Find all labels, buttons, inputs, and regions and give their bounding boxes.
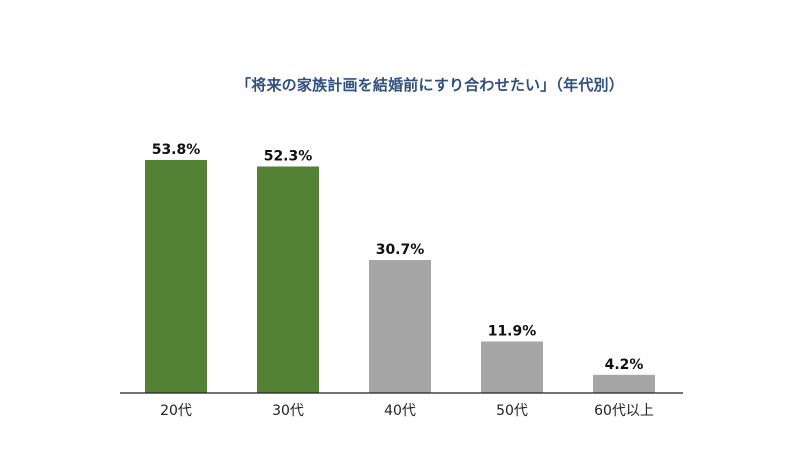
- chart-title: 「将来の家族計画を結婚前にすり合わせたい」（年代別）: [236, 76, 624, 94]
- bar-2: [257, 166, 319, 393]
- value-labels-group: 53.8% 52.3% 30.7% 11.9% 4.2%: [152, 142, 644, 373]
- bar-3: [369, 260, 431, 393]
- value-label-3: 30.7%: [376, 242, 425, 258]
- value-label-4: 11.9%: [488, 323, 537, 339]
- x-tick-labels-group: 20代 30代 40代 50代 60代以上: [160, 403, 654, 419]
- x-tick-label-4: 50代: [496, 403, 528, 419]
- x-tick-label-1: 20代: [160, 403, 192, 419]
- bar-4: [481, 341, 543, 393]
- x-tick-label-3: 40代: [384, 403, 416, 419]
- value-label-2: 52.3%: [264, 148, 313, 164]
- x-tick-label-2: 30代: [272, 403, 304, 419]
- bars-group: [145, 160, 655, 393]
- value-label-5: 4.2%: [605, 357, 644, 373]
- bar-5: [593, 374, 655, 393]
- bar-1: [145, 160, 207, 393]
- x-tick-label-5: 60代以上: [594, 403, 654, 419]
- value-label-1: 53.8%: [152, 142, 201, 158]
